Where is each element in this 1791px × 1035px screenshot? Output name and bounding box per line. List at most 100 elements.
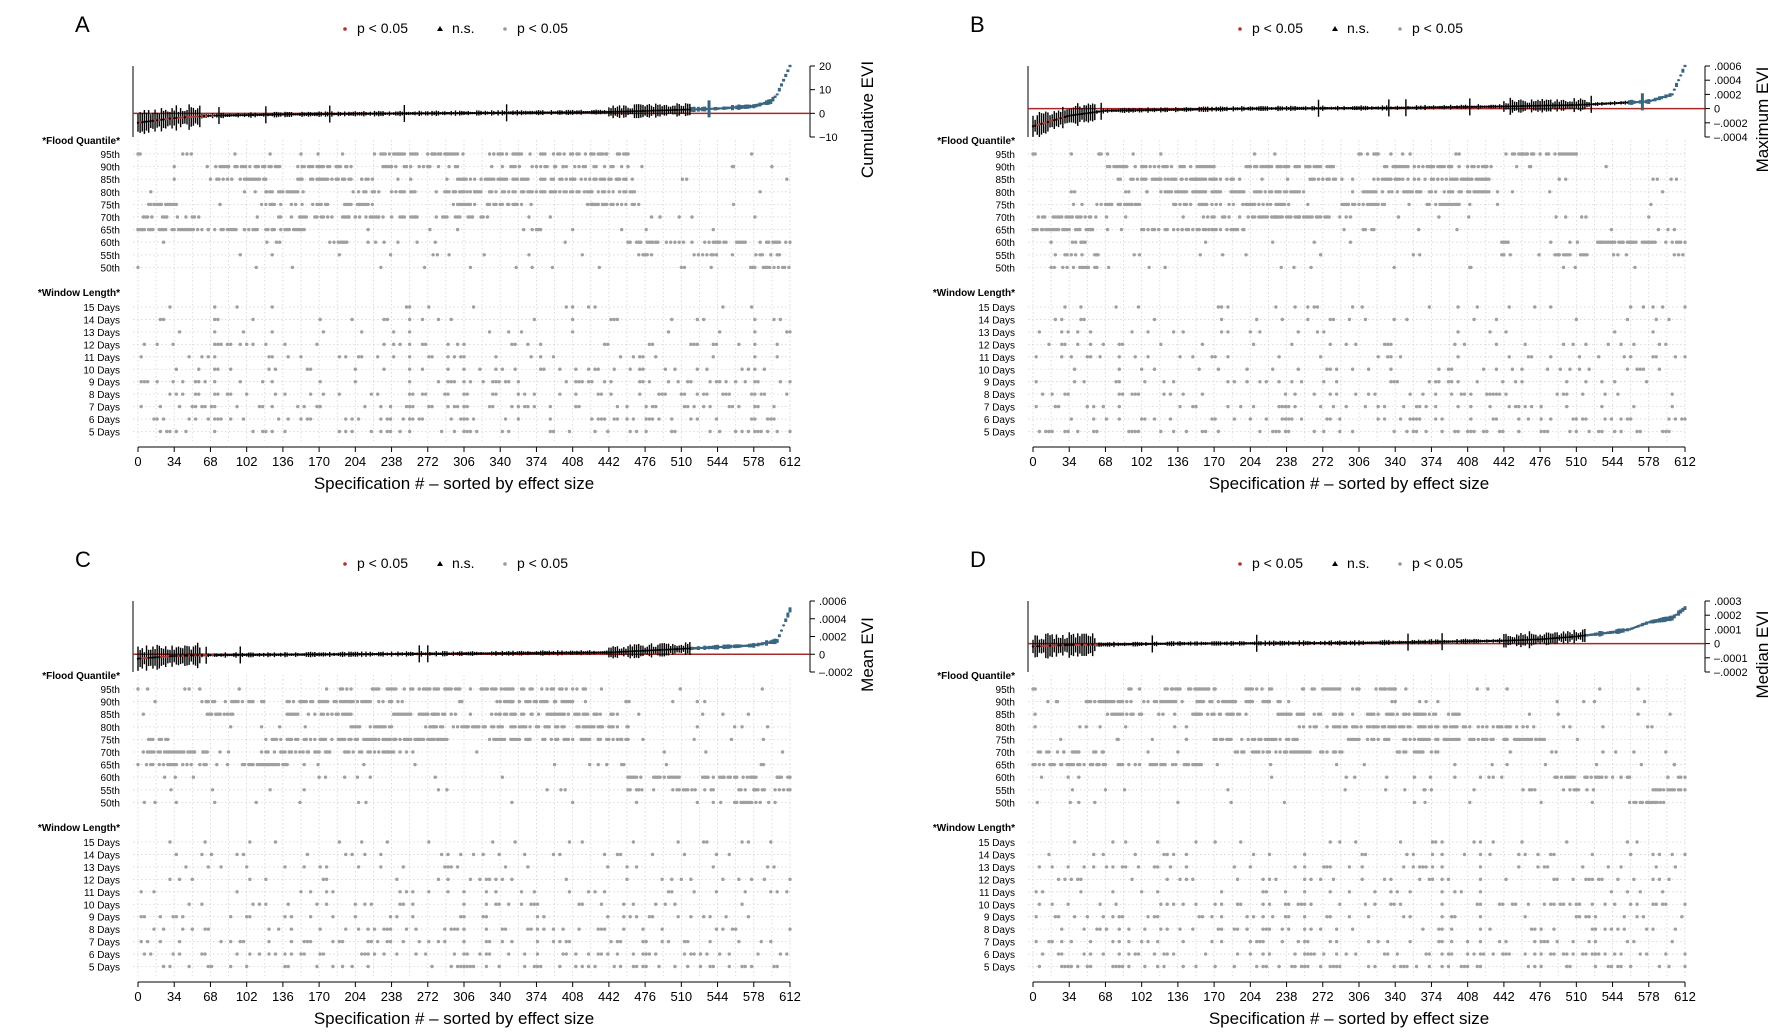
effect-point [334,653,338,656]
effect-point [1163,108,1167,112]
flood-row-label: 95th [101,685,120,696]
spec-dot [1289,215,1293,219]
spec-dot [1361,202,1365,207]
effect-point [671,108,675,112]
spec-dot [1200,392,1205,396]
spec-dot [1044,429,1048,434]
spec-dot [539,227,543,232]
spec-dot [183,687,187,691]
spec-dot [1472,164,1476,169]
spec-dot [181,152,185,156]
spec-dot [695,392,700,396]
spec-dot [1504,392,1508,396]
spec-dot [1647,215,1651,219]
spec-dot [407,342,412,347]
spec-dot [788,380,792,384]
effect-point [597,110,600,114]
spec-dot [1363,317,1368,322]
spec-dot [494,190,498,194]
spec-dot [409,737,413,742]
effect-point [1545,104,1548,107]
spec-dot [1282,202,1287,207]
spec-dot [1255,164,1259,169]
spec-dot [1520,152,1524,156]
effect-point [1068,114,1071,117]
effect-point [539,111,542,114]
effect-point [481,652,485,655]
spec-dot [181,392,185,396]
spec-dot [560,687,564,691]
effect-point [294,113,297,116]
spec-dot [171,380,175,384]
effect-point [1570,103,1574,107]
effect-point [1649,99,1653,103]
effect-point [614,650,617,654]
spec-dot [749,305,754,309]
effect-point [292,653,295,656]
spec-dot [727,392,731,396]
effect-point [467,111,470,115]
spec-dot [1071,265,1076,270]
effect-point [537,651,540,655]
spec-dot [1638,429,1642,434]
effect-point [1634,100,1638,104]
effect-point [727,106,730,110]
effect-point [1664,95,1668,98]
spec-dot [398,737,402,742]
spec-dot [500,152,505,156]
effect-point [360,112,363,115]
effect-point [1472,105,1476,109]
spec-dot [1475,305,1479,309]
effect-point [1302,107,1305,110]
y-tick-label: .0004 [1714,75,1742,87]
spec-dot [427,355,431,359]
spec-dot [673,429,677,434]
spec-dot [238,342,242,347]
spec-dot [1557,177,1561,181]
spec-dot [1455,177,1459,181]
spec-dot [311,164,315,169]
effect-point [445,112,449,115]
spec-dot [231,712,235,716]
spec-dot [574,404,578,409]
spec-dot [446,392,450,396]
x-tick-label: 102 [236,454,258,469]
spec-dot [510,404,514,409]
spec-dot [206,227,211,232]
spec-dot [360,355,364,359]
spec-dot [383,725,387,729]
effect-point [1212,107,1216,111]
spec-dot [1095,202,1099,207]
effect-point [155,656,159,659]
spec-dot [543,152,547,156]
spec-dot [1538,152,1542,156]
panel-label: C [75,547,91,572]
spec-dot [612,317,616,322]
spec-dot [1664,429,1668,434]
flood-row-label: 65th [996,226,1015,237]
spec-dot [149,190,153,194]
spec-dot [363,404,367,409]
spec-dot [1584,380,1588,384]
spec-dot [1264,380,1269,384]
spec-dot [1676,253,1681,257]
spec-dot [259,725,264,729]
spec-dot [360,330,364,334]
spec-dot [1079,317,1083,322]
spec-dot [564,164,568,169]
spec-dot [510,342,514,347]
effect-point [256,653,259,657]
spec-dot [1568,367,1572,371]
spec-dot [225,712,230,716]
spec-dot [1333,177,1338,181]
effect-point [1187,108,1190,111]
spec-dot [566,737,571,742]
flood-row-label: 55th [996,251,1015,262]
effect-point [499,111,502,115]
effect-point [337,653,340,656]
spec-dot [240,699,245,704]
spec-dot [1220,253,1225,257]
effect-point [1519,104,1523,108]
effect-point [311,653,314,656]
spec-dot [1197,227,1201,232]
